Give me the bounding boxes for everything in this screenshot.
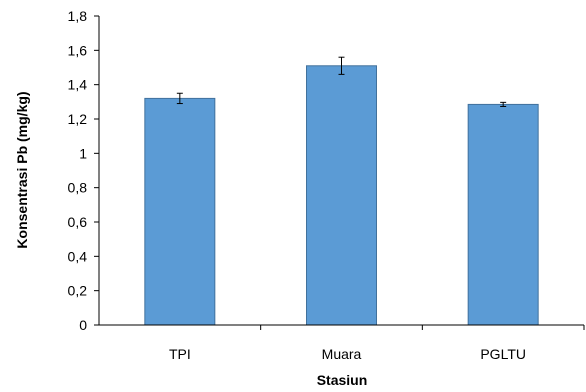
- y-tick-label: 0,4: [68, 248, 88, 264]
- y-tick-label: 0,2: [68, 283, 88, 299]
- error-bar-pgltu: [500, 101, 507, 107]
- x-tick-label: Muara: [322, 346, 362, 362]
- bars: [144, 65, 539, 326]
- y-tick-label: 1,8: [68, 8, 88, 24]
- y-tick-label: 0: [79, 317, 87, 333]
- y-tick-label: 0,6: [68, 214, 88, 230]
- x-tick-label: TPI: [169, 346, 191, 362]
- y-tick-label: 0,8: [68, 180, 88, 196]
- bar-muara: [306, 65, 377, 326]
- y-tick-label: 1,4: [68, 77, 88, 93]
- y-tick-label: 1: [79, 145, 87, 161]
- error-bars: [176, 56, 507, 107]
- bar-tpi: [144, 97, 216, 326]
- x-tick-label: PGLTU: [480, 346, 526, 362]
- x-axis-title: Stasiun: [317, 372, 368, 388]
- bar-pgltu: [467, 103, 539, 326]
- y-axis-title: Konsentrasi Pb (mg/kg): [14, 91, 30, 248]
- x-axis-ticks: TPI Muara PGLTU: [169, 325, 585, 362]
- y-tick-label: 1,2: [68, 111, 88, 127]
- y-axis-ticks: 0 0,2 0,4 0,6 0,8 1 1,2 1,4 1,6 1,8: [68, 8, 99, 333]
- error-bar-muara: [338, 56, 345, 75]
- error-bar-tpi: [176, 92, 183, 105]
- y-tick-label: 1,6: [68, 42, 88, 58]
